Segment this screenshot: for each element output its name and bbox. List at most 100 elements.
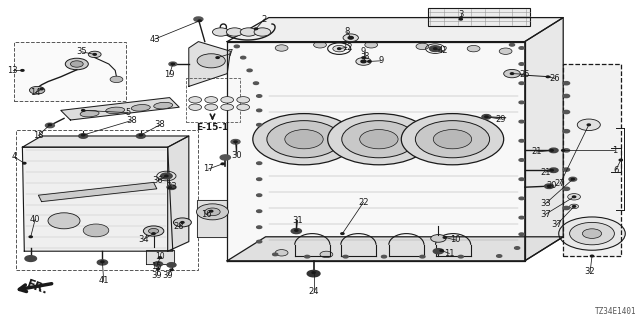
Circle shape: [550, 169, 553, 171]
Circle shape: [333, 45, 346, 52]
Circle shape: [429, 46, 441, 52]
Circle shape: [140, 134, 143, 136]
Text: 24: 24: [308, 287, 319, 296]
Circle shape: [573, 206, 576, 207]
Text: 9: 9: [378, 56, 383, 65]
Circle shape: [381, 255, 387, 258]
Text: 25: 25: [520, 70, 530, 79]
Circle shape: [212, 28, 229, 36]
Text: 1: 1: [612, 146, 617, 155]
Circle shape: [568, 194, 580, 200]
Circle shape: [590, 255, 594, 257]
Circle shape: [519, 233, 524, 236]
Polygon shape: [22, 147, 173, 251]
Text: 21: 21: [540, 168, 550, 177]
Circle shape: [433, 249, 444, 254]
Circle shape: [168, 187, 172, 189]
Bar: [16, 130, 198, 270]
Circle shape: [415, 121, 490, 158]
Circle shape: [198, 20, 201, 21]
Circle shape: [221, 104, 234, 110]
Circle shape: [152, 233, 155, 234]
Circle shape: [83, 224, 109, 237]
Circle shape: [504, 69, 520, 78]
Circle shape: [563, 110, 570, 114]
Text: 39: 39: [163, 271, 173, 280]
Circle shape: [519, 47, 524, 49]
Circle shape: [563, 82, 570, 85]
Text: TZ34E1401: TZ34E1401: [595, 307, 637, 316]
Circle shape: [550, 149, 553, 151]
Bar: [14, 42, 126, 101]
Circle shape: [231, 140, 240, 144]
Ellipse shape: [106, 107, 125, 114]
Circle shape: [320, 251, 333, 258]
Polygon shape: [22, 136, 189, 147]
Circle shape: [257, 124, 262, 126]
Circle shape: [189, 104, 202, 110]
Text: 8: 8: [364, 52, 369, 61]
Circle shape: [563, 94, 570, 98]
Text: 3: 3: [458, 10, 463, 19]
Text: 21: 21: [531, 148, 541, 156]
Text: 11: 11: [444, 249, 454, 258]
Text: 16: 16: [201, 210, 211, 219]
Circle shape: [221, 163, 224, 164]
Text: 7: 7: [228, 49, 233, 58]
Circle shape: [257, 178, 262, 180]
Circle shape: [101, 261, 104, 262]
Circle shape: [237, 97, 250, 103]
Circle shape: [93, 53, 96, 55]
Circle shape: [569, 177, 577, 181]
Text: 33: 33: [540, 199, 550, 208]
Text: 10: 10: [451, 236, 461, 244]
Circle shape: [362, 60, 365, 62]
Circle shape: [401, 114, 504, 165]
Circle shape: [563, 130, 570, 133]
Text: 9: 9: [361, 47, 366, 56]
Circle shape: [305, 255, 310, 258]
Text: 8: 8: [345, 28, 350, 36]
Circle shape: [348, 36, 353, 39]
Circle shape: [167, 263, 176, 267]
Circle shape: [253, 82, 259, 84]
Circle shape: [257, 226, 262, 228]
Circle shape: [360, 130, 398, 149]
Circle shape: [275, 45, 288, 51]
Text: 27: 27: [555, 180, 565, 188]
Text: 29: 29: [495, 115, 506, 124]
Circle shape: [45, 123, 54, 128]
Circle shape: [545, 184, 554, 188]
Circle shape: [497, 255, 502, 257]
Circle shape: [549, 148, 558, 153]
Circle shape: [482, 115, 491, 119]
Circle shape: [267, 121, 341, 158]
Circle shape: [257, 95, 262, 97]
Circle shape: [559, 217, 625, 250]
Bar: [186, 78, 240, 122]
Circle shape: [257, 109, 262, 112]
Circle shape: [519, 120, 524, 123]
Circle shape: [312, 272, 316, 273]
Circle shape: [294, 230, 298, 231]
Circle shape: [29, 86, 45, 94]
Circle shape: [65, 58, 88, 70]
Text: 18: 18: [33, 131, 44, 140]
Circle shape: [29, 236, 32, 237]
Circle shape: [20, 69, 24, 71]
Circle shape: [431, 235, 446, 242]
Text: 22: 22: [358, 198, 369, 207]
Circle shape: [570, 204, 579, 209]
Bar: [428, 8, 530, 26]
Circle shape: [48, 213, 80, 229]
Text: 41: 41: [99, 276, 109, 285]
Circle shape: [221, 97, 234, 103]
Circle shape: [563, 149, 570, 152]
Circle shape: [349, 37, 353, 38]
Text: 26: 26: [550, 74, 560, 83]
Text: 12: 12: [342, 43, 352, 52]
Text: 30: 30: [232, 151, 242, 160]
Circle shape: [577, 119, 600, 131]
Text: 43: 43: [150, 35, 160, 44]
Circle shape: [40, 88, 44, 90]
